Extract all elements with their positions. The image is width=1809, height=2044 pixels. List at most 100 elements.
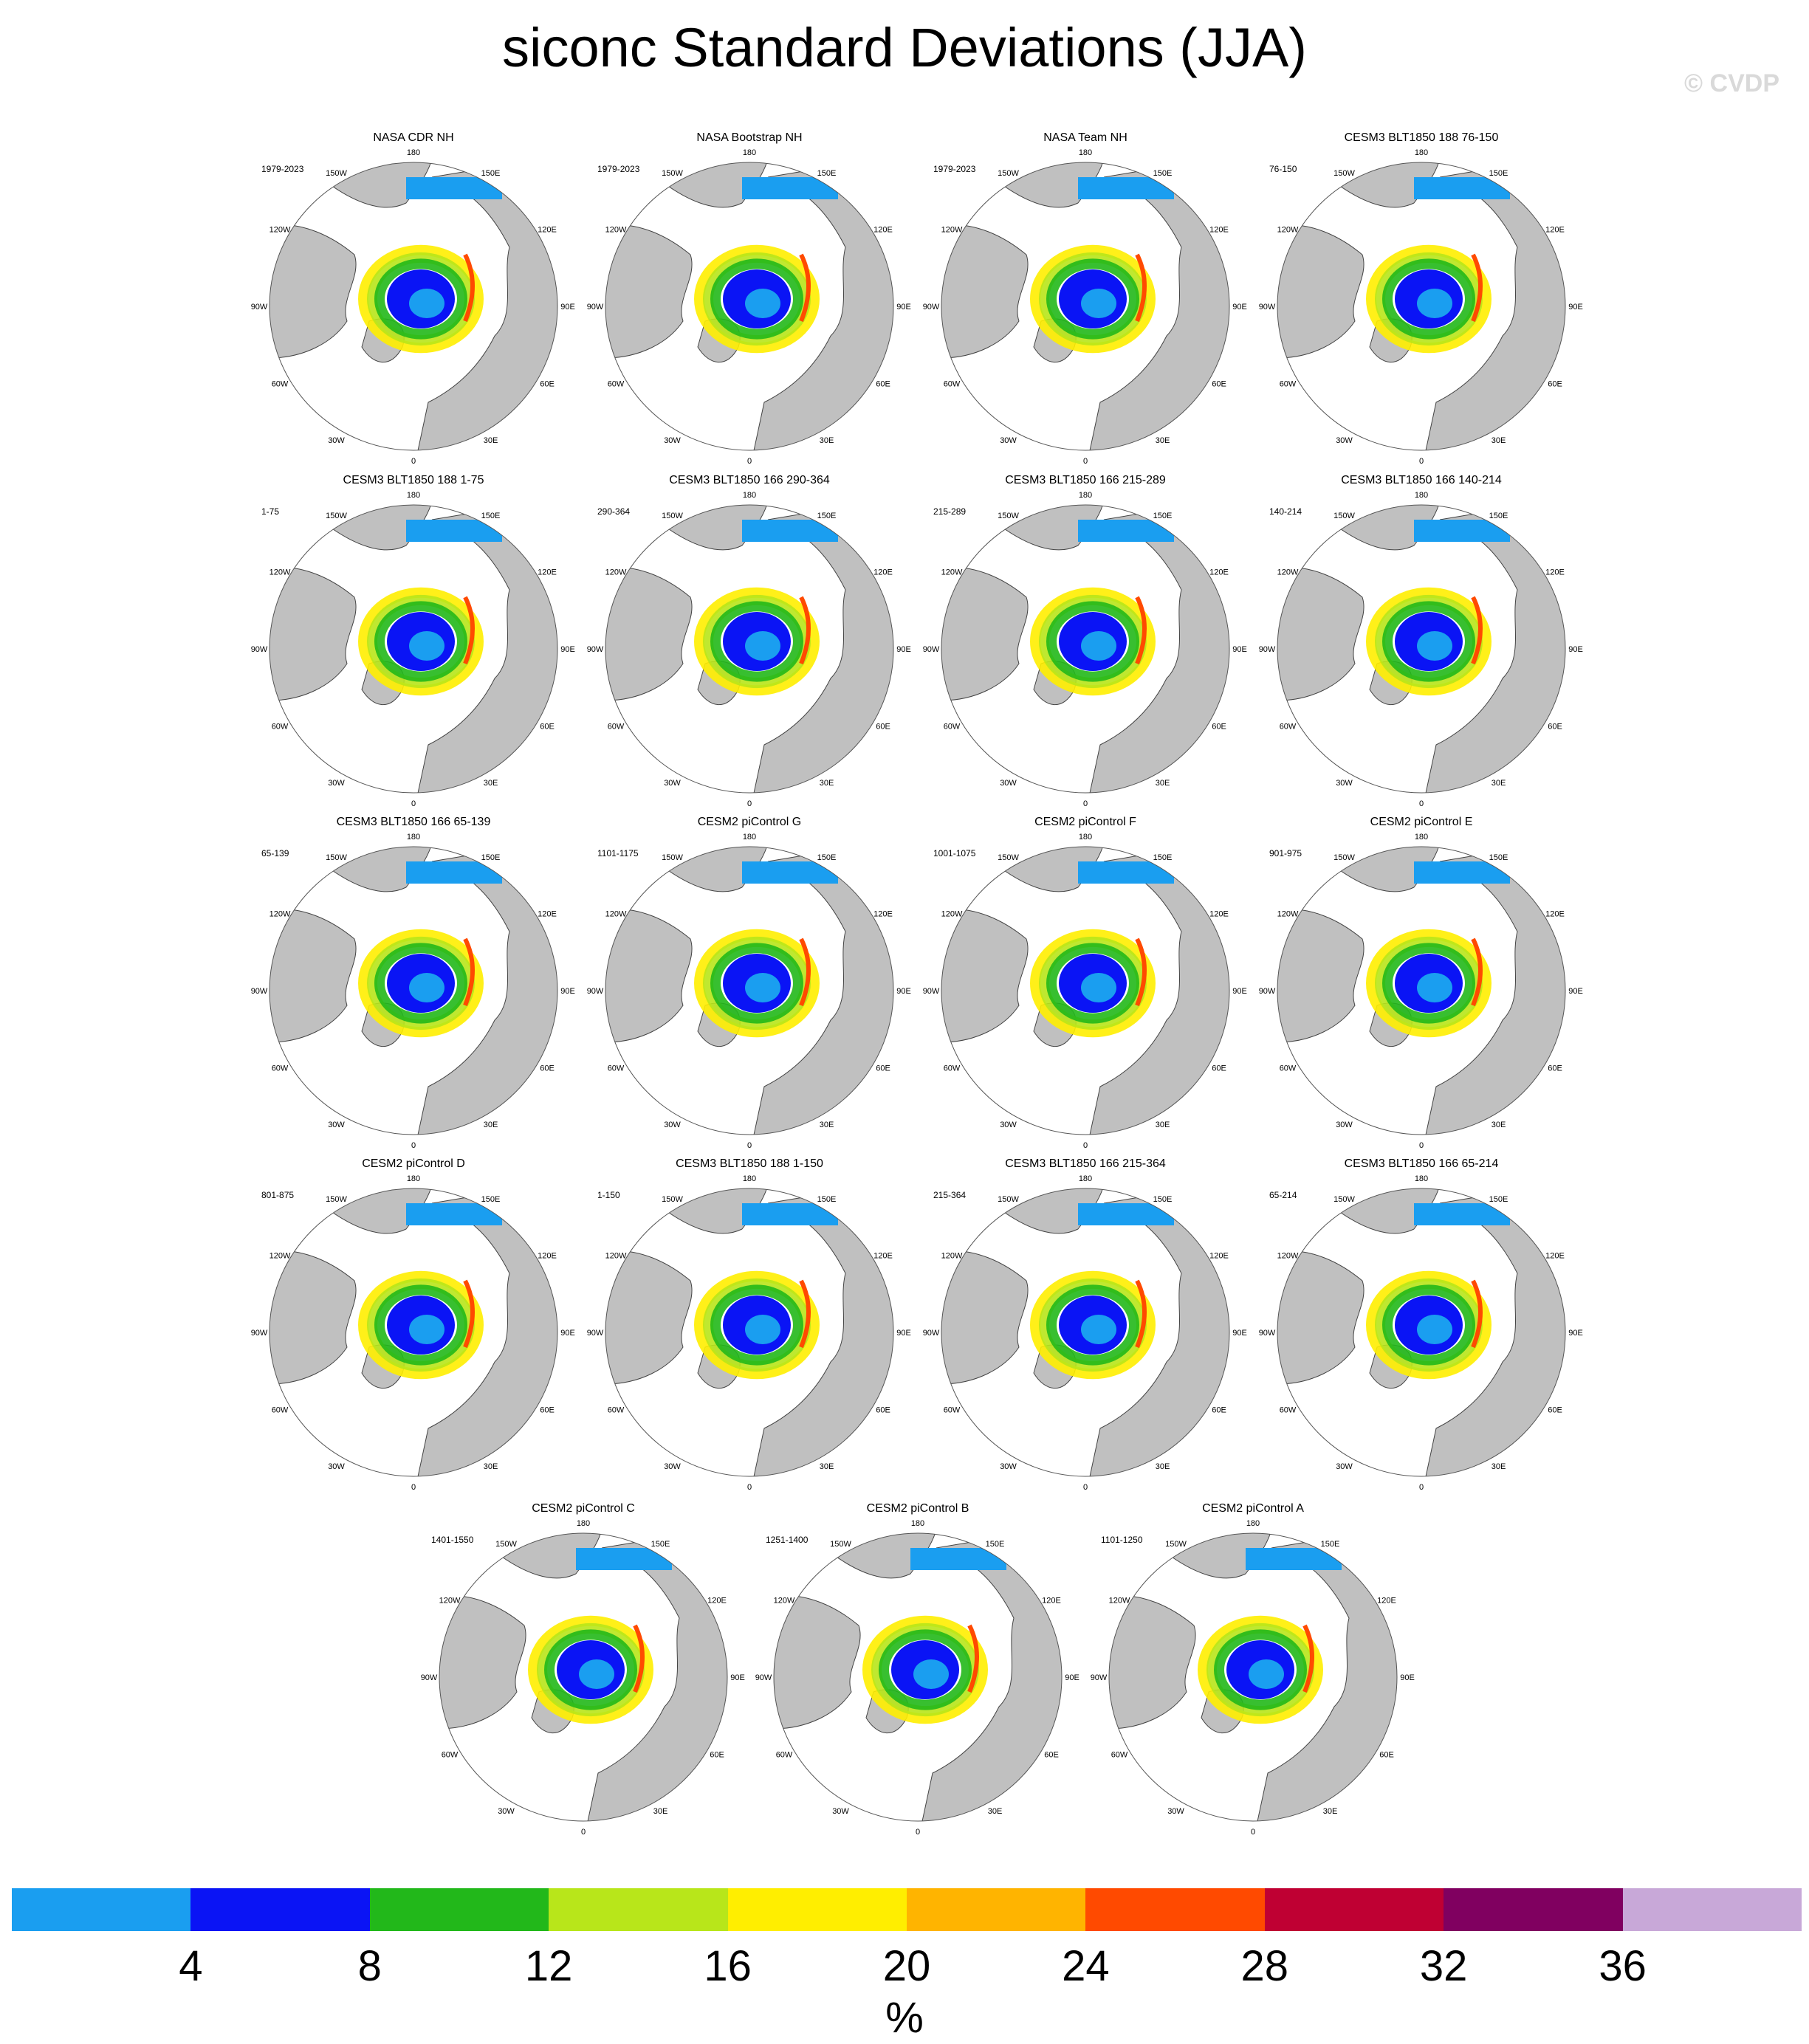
ice-edge-28 xyxy=(799,937,811,1007)
ice-edge-28 xyxy=(463,253,475,323)
panel-title: CESM3 BLT1850 188 1-75 xyxy=(343,474,484,486)
lon-label: 90E xyxy=(1568,987,1583,996)
map-panel: CESM3 BLT1850 166 140-214 140-214 180 150E 1… xyxy=(1259,474,1584,821)
lon-label: 150E xyxy=(1489,1195,1508,1204)
eurasia-land xyxy=(752,847,893,1135)
lon-label: 120W xyxy=(605,226,627,235)
eurasia-land xyxy=(752,505,893,793)
lon-label: 90E xyxy=(1568,1329,1583,1338)
lon-label: 120E xyxy=(1042,1597,1061,1606)
lon-label: 90E xyxy=(730,1673,745,1682)
panel-title: CESM2 piControl B xyxy=(866,1502,969,1515)
colorbar xyxy=(12,1888,1802,1931)
lon-label: 180 xyxy=(1079,833,1092,842)
ice-band-20 xyxy=(694,244,820,354)
panel-years: 1251-1400 xyxy=(766,1535,809,1545)
ice-band-12 xyxy=(374,601,467,682)
lon-label: 60E xyxy=(1548,1406,1562,1415)
lon-label: 180 xyxy=(743,1174,756,1183)
lon-label: 30E xyxy=(1156,436,1170,445)
lon-label: 60E xyxy=(1212,723,1226,732)
lon-label: 60E xyxy=(876,1064,890,1073)
colorbar-segment xyxy=(12,1888,191,1931)
ice-extent-4 xyxy=(406,1203,502,1225)
eurasia-land xyxy=(752,1188,893,1476)
ice-band-20 xyxy=(358,587,484,696)
lon-label: 120E xyxy=(1209,226,1229,235)
polar-map: 180 150E 120E 90E 60E 30E 0 30W 60W 90W 120W 150W xyxy=(1259,491,1583,808)
colorbar-tick-label: 32 xyxy=(1419,1942,1468,1990)
map-boundary xyxy=(269,162,558,451)
lon-label: 90W xyxy=(251,303,268,312)
lon-label: 120W xyxy=(1277,1252,1299,1261)
lon-label: 150W xyxy=(326,169,347,178)
lon-label: 60E xyxy=(1212,1064,1226,1073)
lon-label: 150E xyxy=(817,512,837,520)
ice-inner-4 xyxy=(913,1659,949,1689)
lon-label: 90E xyxy=(560,645,575,654)
ice-band-20 xyxy=(1030,1270,1156,1380)
eurasia-land xyxy=(416,1188,557,1476)
colorbar-tick-label: 4 xyxy=(179,1942,203,1990)
lon-label: 180 xyxy=(743,491,756,500)
lon-label: 120E xyxy=(1209,910,1229,919)
credit-watermark: © CVDP xyxy=(1684,69,1779,97)
lon-label: 150W xyxy=(326,1195,347,1204)
map-panel: CESM2 piControl A 1101-1250 180 150E 120E 90E… xyxy=(1091,1502,1415,1849)
lon-label: 90E xyxy=(896,987,911,996)
lon-label: 90E xyxy=(1400,1673,1415,1682)
lon-label: 30E xyxy=(653,1807,668,1816)
lon-label: 90E xyxy=(1232,987,1247,996)
ice-edge-28 xyxy=(633,1624,645,1693)
ice-extent-4 xyxy=(742,861,838,884)
lon-label: 60W xyxy=(608,723,625,732)
ice-inner-4 xyxy=(409,631,444,661)
ice-band-12 xyxy=(1046,1284,1139,1366)
lon-label: 60W xyxy=(1280,380,1297,389)
ice-inner-4 xyxy=(1081,973,1116,1002)
lon-label: 0 xyxy=(1083,799,1088,808)
panel-title: CESM3 BLT1850 166 290-364 xyxy=(669,474,830,486)
lon-label: 30W xyxy=(664,1462,681,1471)
lon-label: 30E xyxy=(1492,1462,1506,1471)
lon-label: 150W xyxy=(495,1540,517,1549)
lon-label: 150E xyxy=(817,169,837,178)
map-boundary xyxy=(439,1532,728,1822)
lon-label: 180 xyxy=(911,1519,924,1528)
lon-label: 60W xyxy=(272,723,289,732)
lon-label: 150E xyxy=(1489,169,1508,178)
lon-label: 180 xyxy=(1415,491,1428,500)
map-panel: CESM3 BLT1850 166 65-139 65-139 180 150E 120… xyxy=(251,816,576,1163)
map-panel: CESM3 BLT1850 166 215-289 215-289 180 150E 1… xyxy=(923,474,1248,821)
ice-extent-4 xyxy=(406,861,502,884)
lon-label: 150W xyxy=(998,1195,1019,1204)
north-america-land xyxy=(1277,1250,1365,1385)
map-boundary xyxy=(269,504,558,794)
north-america-land xyxy=(270,566,357,701)
ice-band-12 xyxy=(1046,943,1139,1024)
map-boundary xyxy=(1277,162,1566,451)
lon-label: 60E xyxy=(540,723,555,732)
lon-label: 30E xyxy=(1492,1121,1506,1129)
colorbar-segment xyxy=(1622,1888,1802,1931)
map-boundary xyxy=(269,846,558,1135)
polar-map: 180 150E 120E 90E 60E 30E 0 30W 60W 90W 120W 150W xyxy=(587,148,911,466)
eurasia-land xyxy=(416,505,557,793)
polar-map: 180 150E 120E 90E 60E 30E 0 30W 60W 90W 120W 150W xyxy=(1259,833,1583,1150)
lon-label: 90W xyxy=(1259,645,1276,654)
ice-edge-28 xyxy=(1135,596,1147,665)
ice-extent-4 xyxy=(1246,1548,1342,1570)
panel-years: 76-150 xyxy=(1269,164,1297,174)
lon-label: 90W xyxy=(587,645,604,654)
ice-band-20 xyxy=(358,929,484,1038)
lon-label: 150E xyxy=(481,853,501,862)
panel-title: CESM3 BLT1850 166 65-139 xyxy=(336,816,491,828)
map-panel: CESM2 piControl D 801-875 180 150E 120E 90E 60… xyxy=(251,1157,576,1504)
lon-label: 0 xyxy=(916,1828,920,1837)
lon-label: 30E xyxy=(484,436,498,445)
ice-band-12 xyxy=(374,258,467,340)
map-panel: CESM2 piControl F 1001-1075 180 150E 120E 90E… xyxy=(923,816,1248,1163)
polar-map: 180 150E 120E 90E 60E 30E 0 30W 60W 90W 120W 150W xyxy=(251,1174,575,1492)
lon-label: 120E xyxy=(873,226,893,235)
lon-label: 120W xyxy=(270,910,291,919)
